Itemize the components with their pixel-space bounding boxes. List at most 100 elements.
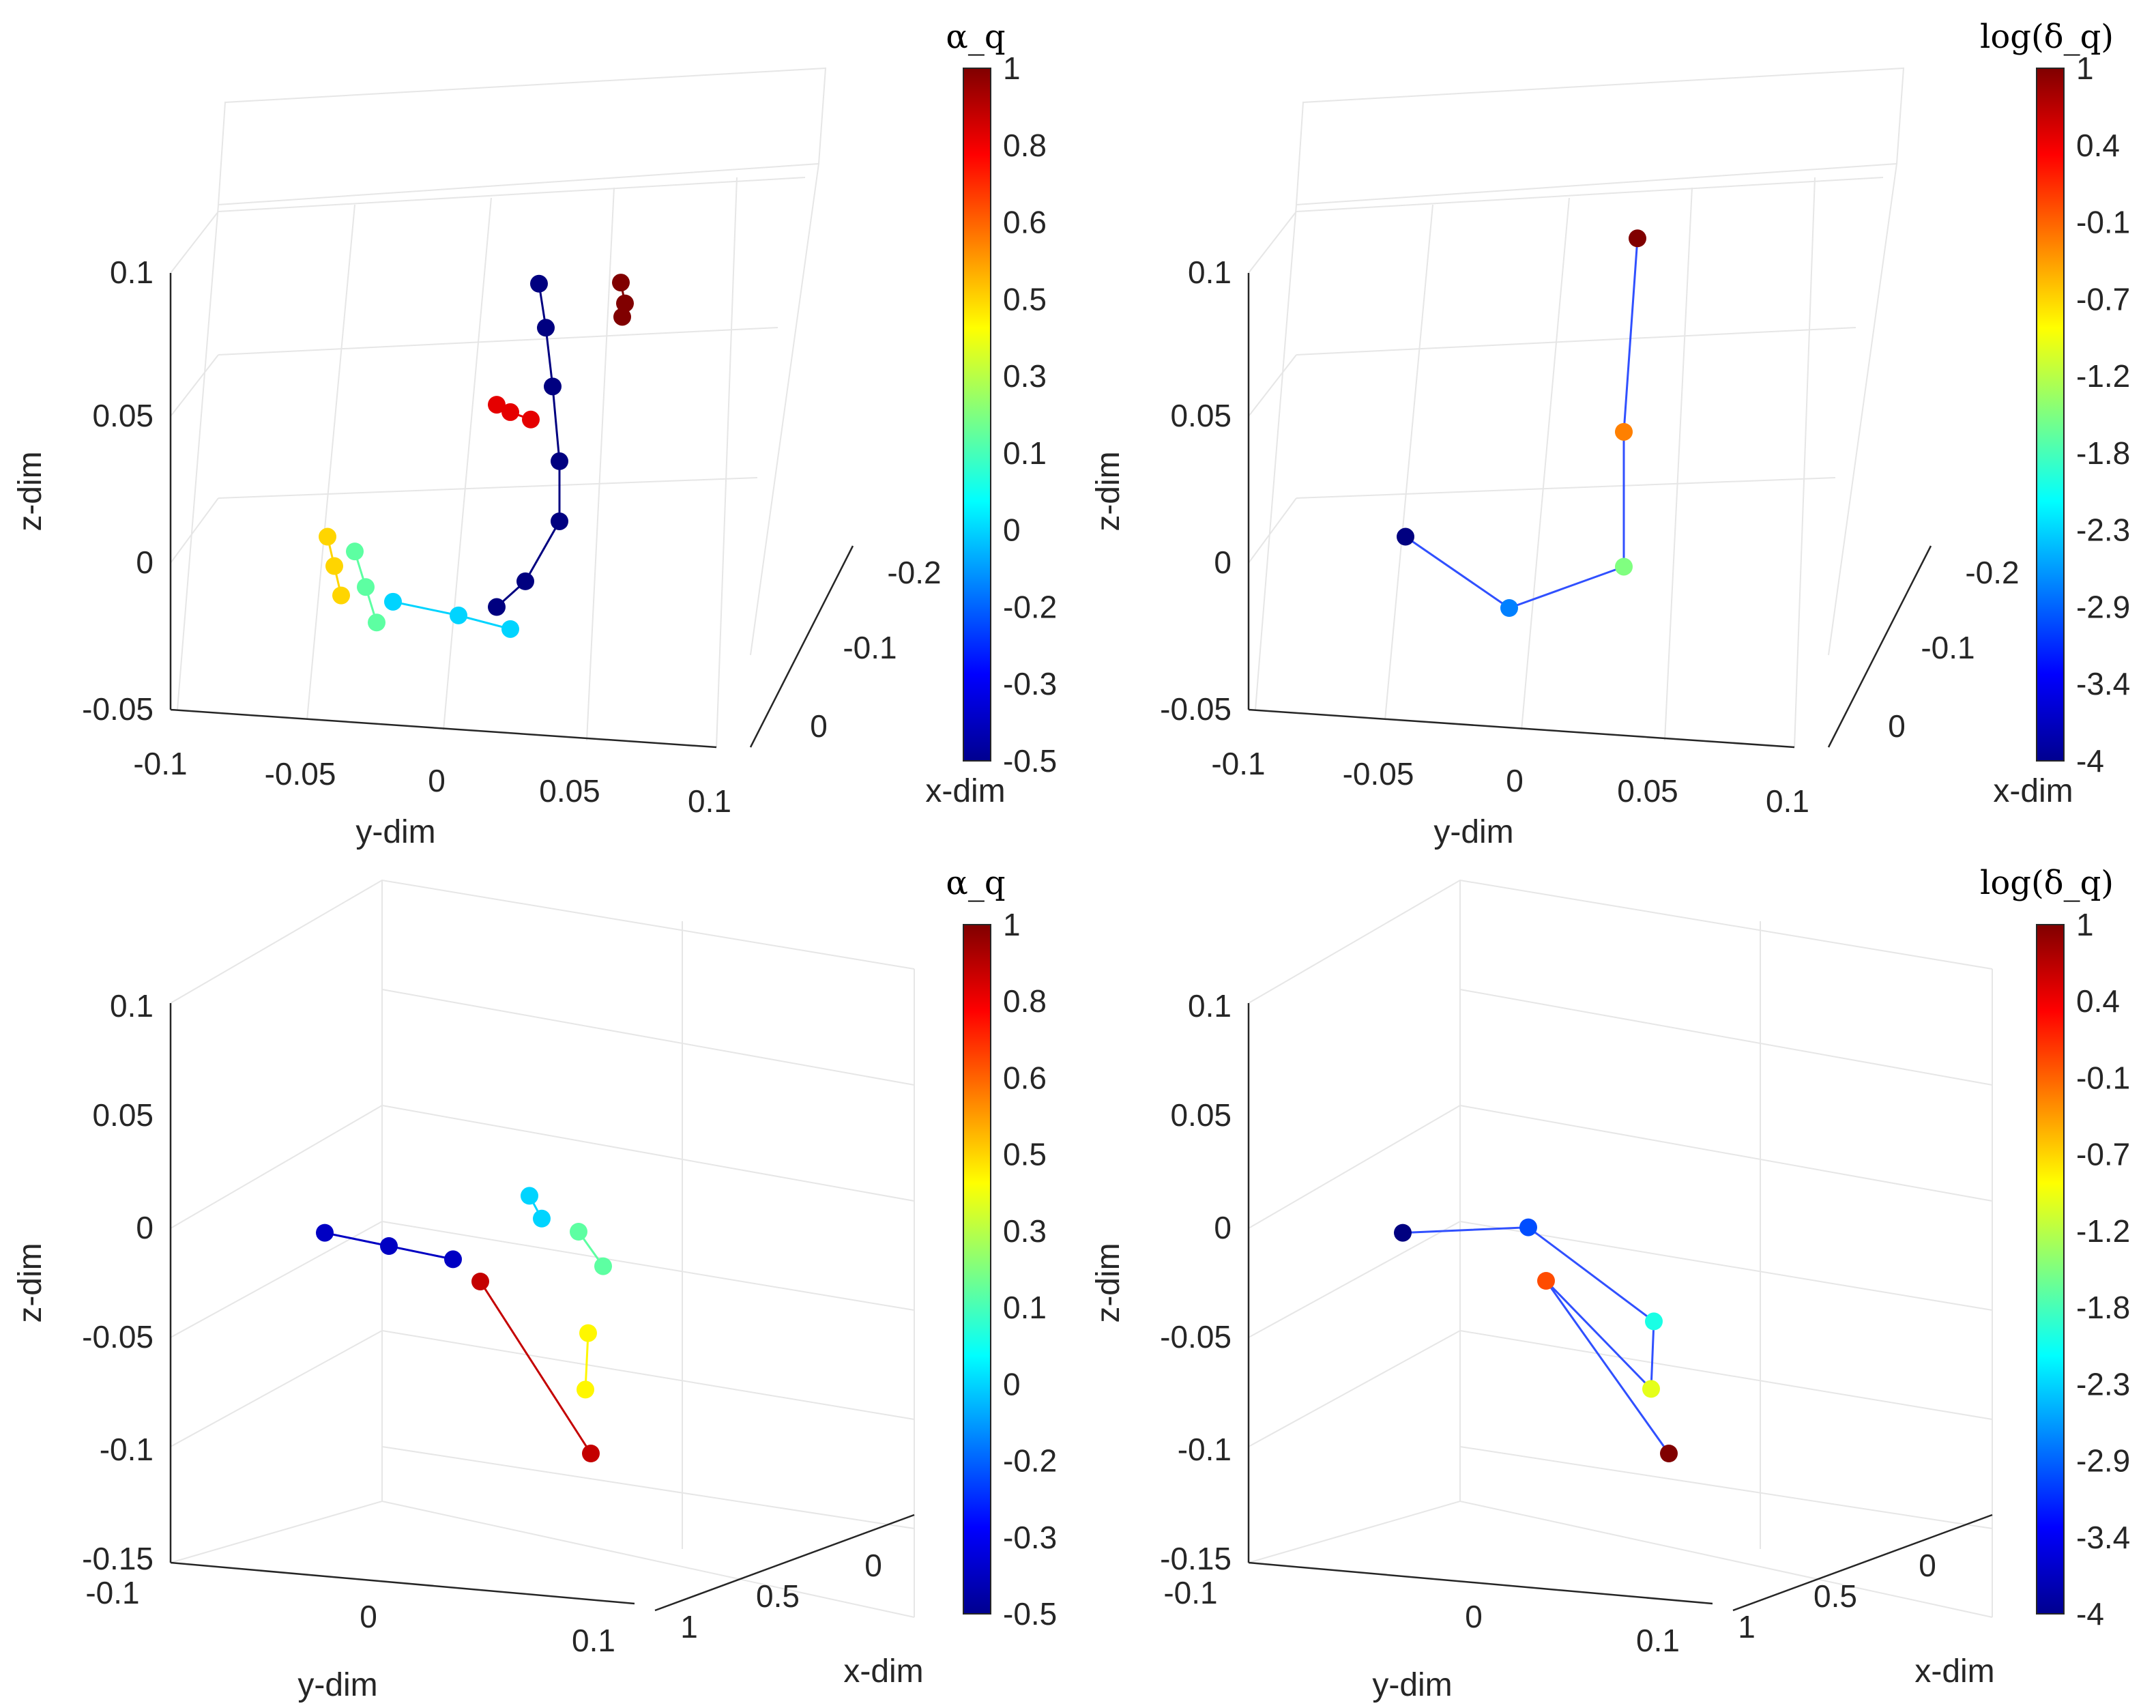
axes-top-left xyxy=(169,273,854,749)
ztick: 0.05 xyxy=(1170,398,1232,433)
marks-top-left xyxy=(319,274,634,638)
colorbar-title: log(δ_q) xyxy=(1980,864,2114,902)
ytick: -0.1 xyxy=(1163,1575,1217,1610)
xticks-bottom-right: 1 0.5 0 xyxy=(1738,1548,1936,1645)
colorbar-tick-label: -0.5 xyxy=(1003,743,1057,779)
data-point-cyan-arcs xyxy=(533,1209,551,1228)
data-point-dark-red-arc xyxy=(616,294,634,313)
colorbar-tick-label: 0.1 xyxy=(1003,1290,1047,1325)
data-point-yellow-arcs xyxy=(579,1324,597,1342)
ytick: 0 xyxy=(1465,1599,1483,1634)
colorbar-tick-label: 0 xyxy=(1003,512,1021,548)
data-point-yellow-rows xyxy=(319,527,336,546)
data-point-trajectory-bundle xyxy=(1642,1380,1660,1398)
data-point-trajectory-bundle xyxy=(1519,1218,1537,1236)
zlabel-bottom-right: z-dim xyxy=(1090,1243,1126,1322)
colorbar-tick-label: -1.2 xyxy=(2076,358,2130,394)
colorbar-ticks: 1 0.4 -0.1 -0.7 -1.2 -1.8 -2.3 -2.9 -3.4 -4 xyxy=(2076,907,2130,1632)
xlabel-top-left: x-dim xyxy=(925,773,1005,809)
xticks-top-left: 0 -0.1 -0.2 xyxy=(810,555,941,744)
xlabel-bottom-right: x-dim xyxy=(1914,1653,1994,1690)
colorbar-tick-label: -0.7 xyxy=(2076,1137,2130,1172)
colorbar-tick-label: 0.6 xyxy=(1003,1060,1047,1095)
data-point-blue-arcs xyxy=(380,1237,398,1255)
data-point-trajectory-bundle xyxy=(1645,1312,1663,1331)
colorbar-tick-label: -3.4 xyxy=(2076,1520,2130,1555)
series-line-trajectory-bundle xyxy=(1402,1226,1670,1454)
ytick: -0.1 xyxy=(133,746,187,781)
colorbar-tick-label: -0.3 xyxy=(1003,666,1057,701)
colorbar-title: α_q xyxy=(946,864,1005,902)
zticks-top-left: -0.05 0 0.05 0.1 xyxy=(82,255,154,727)
colorbar-ticks: 1 0.8 0.6 0.5 0.3 0.1 0 -0.2 -0.3 -0.5 xyxy=(1003,907,1057,1632)
grid-top-left xyxy=(170,67,827,748)
panel-top-right: -0.1 -0.05 0 0.05 0.1 0 -0.1 -0.2 -0.05 … xyxy=(1090,67,2073,850)
xtick: 0.5 xyxy=(1813,1578,1857,1614)
data-point-blue-trajectory xyxy=(488,598,506,616)
ytick: -0.05 xyxy=(1343,756,1414,792)
xtick: 0 xyxy=(1888,708,1906,744)
ytick: -0.1 xyxy=(1211,746,1265,781)
xtick: 1 xyxy=(680,1609,698,1645)
ytick: 0.1 xyxy=(572,1623,615,1658)
data-point-trajectory-bundle xyxy=(1660,1445,1678,1462)
colorbar-tick-label: 0 xyxy=(1003,1366,1021,1402)
colorbar-tick-label: -0.1 xyxy=(2076,205,2130,240)
xtick: 0.5 xyxy=(756,1578,800,1614)
ytick: 0 xyxy=(1506,763,1524,798)
ztick: 0.05 xyxy=(92,398,154,433)
colorbar-tick-label: 0.3 xyxy=(1003,358,1047,394)
xlabel-top-right: x-dim xyxy=(1993,773,2073,809)
colorbar-top-right: log(δ_q) 1 0.4 -0.1 -0.7 -1.2 -1.8 -2.3 -2.9 -3.… xyxy=(1980,18,2130,779)
colorbar-tick-label: 0.6 xyxy=(1003,205,1047,240)
data-point-blue-trajectory xyxy=(530,274,548,293)
ytick: 0 xyxy=(360,1599,377,1634)
ztick: -0.05 xyxy=(82,1319,154,1355)
colorbar-ticks: 1 0.8 0.6 0.5 0.3 0.1 0 -0.2 -0.3 -0.5 xyxy=(1003,50,1057,779)
colorbar-tick-label: -1.8 xyxy=(2076,435,2130,471)
ztick: -0.1 xyxy=(1178,1432,1232,1467)
xtick: -0.2 xyxy=(887,555,941,590)
ztick: 0.1 xyxy=(1188,988,1232,1024)
colorbar-gradient xyxy=(963,924,991,1615)
colorbar-tick-label: 1 xyxy=(1003,907,1021,942)
data-point-trajectory-bundle xyxy=(1397,527,1414,546)
series-line-red-clusters xyxy=(479,1281,592,1454)
data-point-yellow-arcs xyxy=(577,1380,594,1399)
colorbar-tick-label: -2.9 xyxy=(2076,589,2130,624)
data-point-cyan-rows xyxy=(450,606,467,624)
data-point-green-rows xyxy=(346,542,364,561)
grid-top-right xyxy=(1248,67,1905,748)
zticks-top-right: -0.05 0 0.05 0.1 xyxy=(1160,255,1232,727)
ylabel-bottom-right: y-dim xyxy=(1372,1667,1452,1703)
colorbar-tick-label: -1.2 xyxy=(2076,1213,2130,1249)
data-point-red-arc xyxy=(522,410,540,429)
yticks-top-right: -0.1 -0.05 0 0.05 0.1 xyxy=(1211,746,1809,819)
colorbar-tick-label: -0.2 xyxy=(1003,589,1057,624)
colorbar-tick-label: 0.3 xyxy=(1003,1213,1047,1249)
colorbar-tick-label: 0.4 xyxy=(2076,128,2120,163)
ytick: 0.05 xyxy=(1617,773,1678,809)
panel-bottom-left: -0.1 0 0.1 1 0.5 0 -0.15 -0.1 -0.05 0 0.… xyxy=(12,879,924,1703)
colorbar-tick-label: 0.8 xyxy=(1003,128,1047,163)
colorbar-tick-label: -2.3 xyxy=(2076,512,2130,548)
data-point-blue-trajectory xyxy=(544,377,562,396)
ztick: 0.1 xyxy=(110,988,154,1024)
ytick: -0.05 xyxy=(265,756,336,792)
ztick: -0.05 xyxy=(82,691,154,727)
data-point-blue-trajectory xyxy=(537,319,555,337)
colorbar-tick-label: 0.5 xyxy=(1003,281,1047,317)
xtick: -0.1 xyxy=(1921,630,1975,665)
data-point-blue-trajectory xyxy=(516,572,534,590)
xlabel-bottom-left: x-dim xyxy=(843,1653,923,1690)
ztick: 0 xyxy=(136,1210,154,1245)
colorbar-tick-label: -1.8 xyxy=(2076,1290,2130,1325)
data-point-green-rows xyxy=(357,578,375,596)
colorbar-title: α_q xyxy=(946,18,1005,56)
colorbar-bottom-right: log(δ_q) 1 0.4 -0.1 -0.7 -1.2 -1.8 -2.3 -2.9 -3.… xyxy=(1980,864,2130,1632)
colorbar-tick-label: -4 xyxy=(2076,743,2104,779)
colorbar-tick-label: -4 xyxy=(2076,1596,2104,1632)
data-point-yellow-rows xyxy=(325,557,343,575)
data-point-blue-arcs xyxy=(444,1250,462,1269)
data-point-dark-red-arc xyxy=(613,308,631,326)
